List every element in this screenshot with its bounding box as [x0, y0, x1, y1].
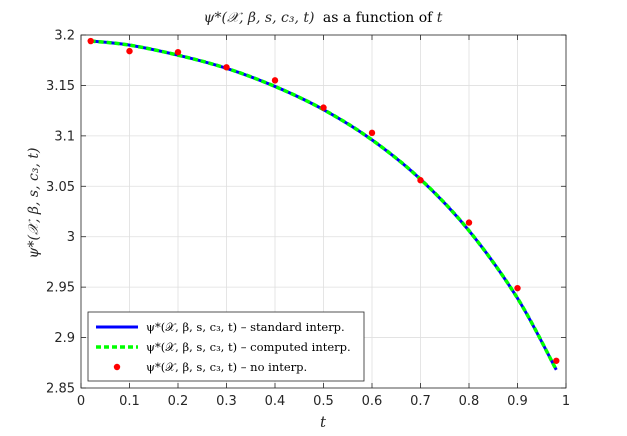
x-tick-label: 0.8: [459, 394, 480, 409]
x-tick-label: 0.2: [168, 394, 189, 409]
title-text: as a function of: [318, 10, 436, 26]
x-tick-label: 0.5: [313, 394, 334, 409]
data-point: [271, 77, 279, 84]
legend-label-computed: ψ*(𝒳, β, s, c₃, t) – computed interp.: [146, 340, 351, 354]
x-tick-label: 0.9: [507, 394, 528, 409]
data-point: [417, 177, 424, 184]
y-axis-label: ψ*(𝒳, β, s, c₃, t): [26, 148, 42, 259]
y-tick-label: 3.1: [54, 129, 75, 144]
chart-title: ψ*(𝒳, β, s, c₃, t) as a function of t: [204, 10, 443, 26]
y-tick-label: 2.9: [54, 331, 75, 346]
x-tick-label: 0: [77, 394, 85, 409]
data-point: [514, 284, 521, 292]
data-point: [368, 129, 376, 137]
data-point: [174, 48, 182, 56]
title-math: ψ*(𝒳, β, s, c₃, t): [204, 10, 315, 26]
x-tick-label: 1: [562, 394, 570, 409]
x-tick-label: 0.1: [119, 394, 140, 409]
y-tick-label: 3.15: [46, 79, 75, 94]
x-tick-label: 0.6: [362, 394, 383, 409]
data-point: [465, 219, 473, 226]
x-tick-label: 0.7: [410, 394, 431, 409]
legend: ψ*(𝒳, β, s, c₃, t) – standard interp. ψ*…: [87, 311, 365, 382]
legend-label-no-interp: ψ*(𝒳, β, s, c₃, t) – no interp.: [146, 360, 307, 374]
y-tick-label: 3.05: [46, 180, 75, 195]
y-tick-label: 2.95: [46, 281, 75, 296]
series-layer: [87, 37, 560, 371]
x-tick-label: 0.4: [265, 394, 286, 409]
series-line-1: [90, 39, 558, 371]
title-var: t: [437, 10, 443, 26]
x-axis-label: t: [320, 413, 327, 431]
y-tick-label: 2.85: [46, 382, 75, 397]
axis-ticks: 0 0.1 0.2 0.3 0.4 0.5 0.6 0.7 0.8 0.9 1 2.85 2.9 2.95…: [46, 29, 570, 410]
legend-box: [87, 311, 365, 382]
data-point: [126, 47, 133, 55]
data-point: [320, 104, 327, 111]
data-point: [553, 357, 560, 364]
y-tick-label: 3.2: [54, 29, 75, 44]
legend-swatch-no-interp: [113, 363, 121, 371]
y-tick-label: 3: [67, 230, 75, 245]
legend-label-standard: ψ*(𝒳, β, s, c₃, t) – standard interp.: [146, 320, 345, 334]
x-tick-label: 0.3: [216, 394, 237, 409]
data-point: [223, 64, 230, 71]
data-point: [87, 37, 94, 45]
